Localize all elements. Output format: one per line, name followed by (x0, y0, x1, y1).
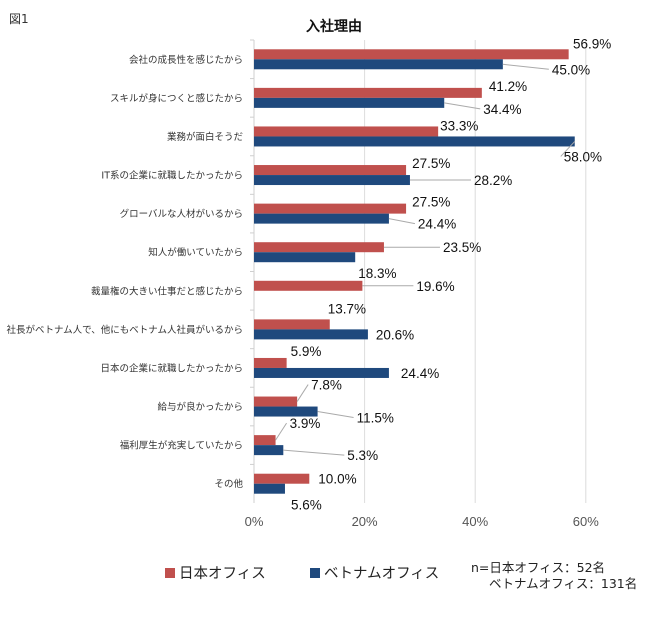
data-label-vietnam: 11.5% (357, 411, 394, 426)
data-label-japan: 56.9% (573, 36, 611, 51)
bar-vietnam (254, 59, 503, 70)
bar-japan (254, 357, 287, 368)
leader-line (275, 422, 287, 441)
bar-vietnam (254, 445, 284, 456)
bar-vietnam (254, 252, 356, 263)
data-label-japan: 33.3% (440, 118, 478, 133)
legend-swatch-vietnam (310, 567, 320, 578)
bar-japan (254, 203, 407, 214)
data-label-japan: 41.2% (489, 79, 527, 94)
bar-vietnam (254, 136, 575, 147)
chart-title: 入社理由 (306, 19, 362, 35)
note-line-2: ベトナムオフィス：131名 (489, 576, 638, 591)
bar-japan (254, 126, 439, 137)
category-label: その他 (214, 478, 243, 490)
data-label-vietnam: 45.0% (552, 62, 590, 77)
bar-vietnam (254, 175, 410, 186)
category-label: 福利厚生が充実していたから (120, 440, 243, 452)
data-label-vietnam: 24.4% (401, 366, 439, 381)
bar-japan (254, 87, 482, 98)
note-line-1: n=日本オフィス：52名 (471, 560, 606, 575)
bar-japan (254, 165, 407, 176)
category-label: グローバルな人材がいるから (120, 208, 243, 220)
leader-line (388, 218, 416, 225)
category-label: 業務が面白そうだ (167, 131, 244, 143)
leader-line (317, 411, 354, 419)
x-tick-label: 20% (352, 514, 378, 529)
data-label-vietnam: 18.3% (358, 266, 396, 281)
category-label: 裁量権の大きい仕事だと感じたから (91, 285, 243, 297)
x-tick-label: 0% (245, 514, 264, 529)
bar-vietnam (254, 97, 445, 108)
sample-size-note: n=日本オフィス：52名 ベトナムオフィス：131名 (471, 560, 637, 592)
category-label: 日本の企業に就職したかったから (100, 362, 243, 374)
data-label-vietnam: 20.6% (376, 327, 414, 342)
data-label-japan: 5.9% (291, 344, 322, 359)
figure-label: 図1 (9, 12, 29, 26)
bar-vietnam (254, 483, 285, 494)
data-label-vietnam: 34.4% (483, 102, 521, 117)
data-label-vietnam: 5.3% (347, 448, 378, 463)
bar-vietnam (254, 406, 318, 417)
bar-japan (254, 280, 363, 291)
data-label-japan: 23.5% (443, 240, 481, 255)
leader-line (296, 384, 309, 402)
category-label: 社長がベトナム人で、他にもベトナム人社員がいるから (6, 324, 243, 336)
legend-label-vietnam: ベトナムオフィス (324, 566, 440, 582)
legend-item-vietnam: ベトナムオフィス (310, 562, 439, 583)
bar-japan (254, 396, 298, 407)
bar-vietnam (254, 367, 389, 378)
data-label-japan: 3.9% (290, 416, 321, 431)
bar-vietnam (254, 213, 389, 224)
bar-japan (254, 319, 330, 330)
category-label: 給与が良かったから (157, 401, 243, 413)
x-tick-label: 60% (573, 514, 599, 529)
bar-japan (254, 49, 569, 60)
data-label-japan: 27.5% (412, 156, 450, 171)
data-label-japan: 10.0% (318, 472, 356, 487)
legend-swatch-japan (165, 567, 175, 578)
leader-line (502, 63, 549, 70)
leader-line (283, 449, 345, 456)
bar-japan (254, 435, 276, 446)
bar-vietnam (254, 329, 368, 340)
data-label-japan: 13.7% (328, 301, 366, 316)
category-label: 会社の成長性を感じたから (129, 54, 243, 66)
category-label: IT系の企業に就職したかったから (101, 170, 243, 182)
leader-line (444, 102, 481, 110)
data-label-japan: 19.6% (416, 279, 454, 294)
bar-japan (254, 473, 310, 484)
x-tick-label: 40% (462, 514, 488, 529)
data-label-vietnam: 24.4% (418, 217, 456, 232)
legend-label-japan: 日本オフィス (179, 566, 266, 582)
data-label-vietnam: 28.2% (474, 173, 512, 188)
category-label: 知人が働いていたから (148, 247, 243, 259)
data-label-japan: 27.5% (412, 195, 450, 210)
leader-line (560, 141, 576, 157)
legend-item-japan: 日本オフィス (165, 562, 266, 583)
data-label-vietnam: 58.0% (564, 149, 602, 164)
bar-japan (254, 242, 384, 253)
data-label-japan: 7.8% (311, 378, 342, 393)
category-label: スキルが身につくと感じたから (110, 92, 243, 104)
data-label-vietnam: 5.6% (291, 498, 322, 513)
